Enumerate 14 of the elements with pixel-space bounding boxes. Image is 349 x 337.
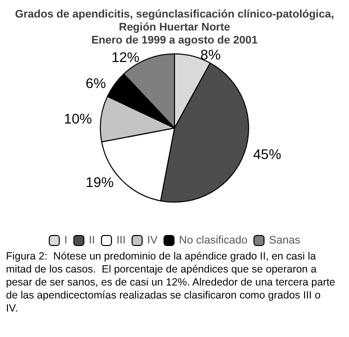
legend-label: No clasificado bbox=[179, 234, 248, 246]
data-label: 19% bbox=[86, 174, 114, 190]
text: Figura 2: Nótese un predominio de la apéndice grado II, en casi la mitad de los casos. El porcentaje de apéndices que se operaron a pesar de ser sanos, es de casi un 12%. Alrededor de una tercera parte de las apendicectomías realizadas se clasificaron como grados III o IV. bbox=[6, 250, 338, 314]
data-label: 8% bbox=[200, 46, 221, 62]
data-label: 10% bbox=[64, 110, 92, 126]
legend-label: II bbox=[88, 234, 95, 246]
data-label: 45% bbox=[253, 146, 282, 162]
legend-label: I bbox=[64, 234, 68, 246]
data-label: 12% bbox=[111, 49, 140, 66]
legend-label: Sanas bbox=[269, 234, 301, 246]
legend-label: IV bbox=[147, 234, 158, 246]
chart-title: Grados de apendicitis, segúnclasificación clínico-patológica, Región Huertar Norte Enero de 1999 a agosto de 2001 bbox=[14, 8, 334, 46]
data-label: 6% bbox=[86, 75, 106, 92]
legend-label: III bbox=[116, 234, 126, 246]
